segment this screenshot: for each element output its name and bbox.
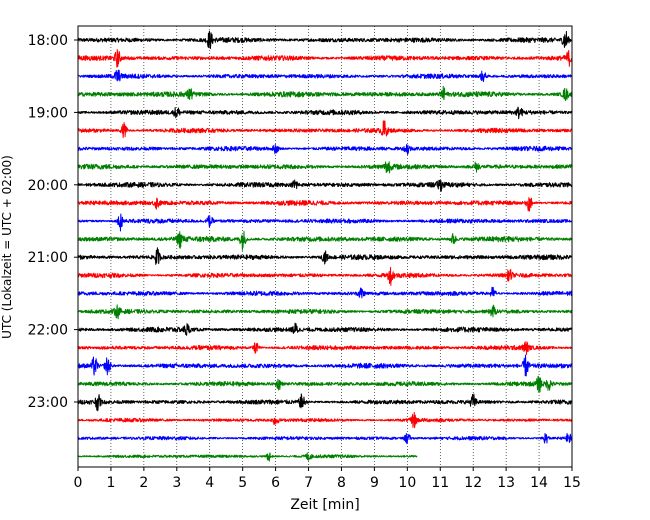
trace-2215 bbox=[77, 341, 573, 355]
trace-1915 bbox=[77, 120, 573, 139]
x-tick-label: 12 bbox=[464, 475, 482, 491]
trace-2300 bbox=[77, 393, 573, 412]
y-tick-label: 18:00 bbox=[28, 33, 68, 49]
trace-1930 bbox=[77, 144, 573, 155]
trace-1845 bbox=[77, 85, 573, 102]
x-tick-label: 2 bbox=[139, 475, 148, 491]
trace-2045 bbox=[77, 230, 573, 251]
plot-frame bbox=[77, 25, 573, 468]
x-tick-label: 14 bbox=[530, 475, 548, 491]
x-tick-label: 7 bbox=[304, 475, 313, 491]
x-axis: 0 1 2 3 4 5 6 7 8 9 10 11 12 13 14 15 bbox=[74, 467, 581, 491]
trace-1900 bbox=[77, 106, 573, 120]
y-tick-label: 22:00 bbox=[28, 323, 68, 339]
y-tick-label: 23:00 bbox=[28, 395, 68, 411]
x-tick-label: 1 bbox=[106, 475, 115, 491]
trace-2000 bbox=[77, 179, 573, 192]
x-tick-label: 4 bbox=[205, 475, 214, 491]
y-tick-label: 21:00 bbox=[28, 250, 68, 266]
y-tick-label: 19:00 bbox=[28, 105, 68, 121]
trace-1800 bbox=[77, 30, 573, 50]
traces-group bbox=[77, 30, 573, 462]
y-axis-label: UTC (Lokalzeit = UTC + 02:00) bbox=[0, 155, 14, 339]
x-tick-label: 0 bbox=[74, 475, 83, 491]
trace-2115 bbox=[77, 266, 573, 286]
x-tick-label: 9 bbox=[370, 475, 379, 491]
trace-1815 bbox=[77, 49, 573, 68]
trace-2345 bbox=[77, 452, 418, 462]
trace-2015 bbox=[77, 197, 573, 212]
trace-1945 bbox=[77, 161, 573, 174]
y-tick-label: 20:00 bbox=[28, 178, 68, 194]
x-tick-label: 8 bbox=[337, 475, 346, 491]
trace-2330 bbox=[77, 432, 573, 444]
trace-2315 bbox=[77, 411, 573, 429]
x-tick-label: 3 bbox=[172, 475, 181, 491]
x-tick-label: 13 bbox=[497, 475, 515, 491]
trace-2130 bbox=[77, 286, 573, 299]
x-tick-label: 15 bbox=[563, 475, 581, 491]
x-tick-label: 6 bbox=[271, 475, 280, 491]
y-axis: 18:00 19:00 20:00 21:00 22:00 23:00 bbox=[28, 33, 78, 411]
trace-2100 bbox=[77, 247, 573, 265]
trace-2145 bbox=[77, 304, 573, 320]
x-tick-label: 5 bbox=[238, 475, 247, 491]
trace-2030 bbox=[77, 213, 573, 232]
trace-2230 bbox=[77, 354, 573, 377]
trace-1830 bbox=[77, 69, 573, 83]
x-tick-label: 11 bbox=[431, 475, 449, 491]
trace-2200 bbox=[77, 322, 573, 336]
trace-2245 bbox=[77, 375, 573, 393]
x-axis-label: Zeit [min] bbox=[290, 497, 359, 513]
x-tick-label: 10 bbox=[398, 475, 416, 491]
